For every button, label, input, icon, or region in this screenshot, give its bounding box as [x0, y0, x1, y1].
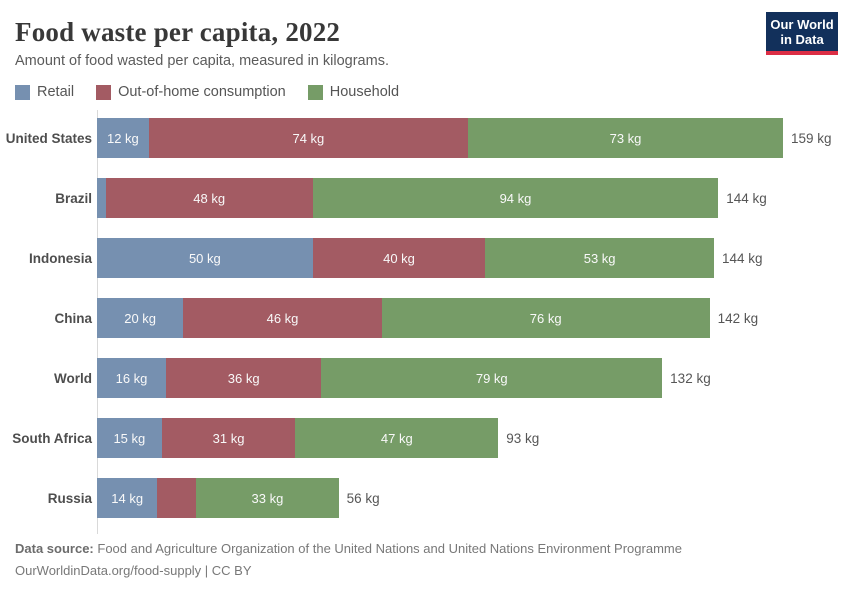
bar-segment-household[interactable]: 94 kg	[312, 178, 719, 218]
bar-segment-value: 48 kg	[193, 190, 226, 206]
bar-segment-value: 79 kg	[475, 370, 508, 386]
legend: Retail Out-of-home consumption Household	[15, 84, 399, 100]
owid-logo: Our World in Data	[766, 12, 838, 55]
bar-segment-value: 40 kg	[383, 250, 415, 266]
bar-segment-retail[interactable]: 20 kg	[97, 298, 184, 338]
bar-segment-value: 76 kg	[529, 310, 562, 326]
bar-segment-out-of-home-consumption[interactable]: 40 kg	[312, 238, 486, 278]
bar-segment-household[interactable]: 79 kg	[321, 358, 663, 398]
bar-segment-value: 94 kg	[499, 190, 532, 206]
bar-segment-out-of-home-consumption[interactable]	[157, 478, 197, 518]
chart-row-russia: Russia 14 kg 33 kg 56 kg	[0, 468, 850, 528]
bar-segment-household[interactable]: 73 kg	[468, 118, 783, 158]
bar-brazil: 48 kg 94 kg	[97, 178, 719, 218]
bar-china: 20 kg 46 kg 76 kg	[97, 298, 710, 338]
entity-label-united-states[interactable]: United States	[5, 130, 92, 146]
bar-segment-out-of-home-consumption[interactable]: 31 kg	[161, 418, 296, 458]
bar-segment-retail[interactable]: 16 kg	[97, 358, 167, 398]
bar-segment-value: 36 kg	[227, 370, 260, 386]
bar-total-label: 132 kg	[670, 370, 711, 386]
bar-segment-household[interactable]: 47 kg	[295, 418, 499, 458]
data-source-line: Data source: Food and Agriculture Organi…	[15, 538, 835, 560]
legend-swatch-retail	[15, 84, 30, 100]
page-title: Food waste per capita, 2022	[15, 17, 341, 47]
legend-item-out-of-home-consumption[interactable]: Out-of-home consumption	[96, 84, 286, 100]
legend-swatch-household	[307, 84, 323, 100]
legend-swatch-out-of-home-consumption	[96, 84, 112, 100]
bar-segment-value: 20 kg	[124, 310, 157, 326]
bar-total-label: 144 kg	[721, 250, 763, 266]
chart-row-indonesia: Indonesia 50 kg 40 kg 53 kg 144 kg	[0, 228, 850, 288]
bar-segment-out-of-home-consumption[interactable]: 74 kg	[148, 118, 469, 158]
bar-indonesia: 50 kg 40 kg 53 kg	[97, 238, 714, 278]
chart-header: Food waste per capita, 2022 Amount of fo…	[0, 0, 850, 80]
bar-russia: 14 kg 33 kg	[97, 478, 339, 518]
bar-segment-out-of-home-consumption[interactable]: 48 kg	[105, 178, 313, 218]
bar-segment-retail[interactable]: 15 kg	[97, 418, 162, 458]
bar-segment-value: 50 kg	[188, 250, 221, 266]
entity-label-south-africa[interactable]: South Africa	[12, 430, 92, 446]
page-subtitle: Amount of food wasted per capita, measur…	[15, 53, 389, 69]
entity-label-china[interactable]: China	[54, 310, 92, 326]
bar-segment-value: 46 kg	[266, 310, 299, 326]
entity-label-brazil[interactable]: Brazil	[55, 190, 92, 206]
legend-label-out-of-home-consumption: Out-of-home consumption	[118, 84, 286, 100]
data-source-label: Data source:	[15, 541, 94, 556]
citation-line: OurWorldinData.org/food-supply | CC BY	[15, 563, 252, 578]
bar-total-label: 142 kg	[717, 310, 759, 326]
bar-segment-value: 14 kg	[111, 490, 144, 506]
bar-segment-retail[interactable]: 14 kg	[97, 478, 158, 518]
legend-item-household[interactable]: Household	[307, 84, 400, 100]
bar-segment-household[interactable]: 76 kg	[381, 298, 710, 338]
bar-segment-value: 74 kg	[292, 130, 325, 146]
bar-united-states: 12 kg 74 kg 73 kg	[97, 118, 783, 158]
chart-row-brazil: Brazil 48 kg 94 kg 144 kg	[0, 168, 850, 228]
bar-segment-household[interactable]: 53 kg	[485, 238, 714, 278]
bar-segment-value: 16 kg	[115, 370, 148, 386]
chart-row-south-africa: South Africa 15 kg 31 kg 47 kg 93 kg	[0, 408, 850, 468]
chart-row-world: World 16 kg 36 kg 79 kg 132 kg	[0, 348, 850, 408]
bar-segment-value: 53 kg	[583, 250, 616, 266]
legend-label-household: Household	[329, 84, 400, 100]
data-source-text: Food and Agriculture Organization of the…	[97, 541, 682, 556]
bar-segment-value: 33 kg	[251, 490, 284, 506]
bar-south-africa: 15 kg 31 kg 47 kg	[97, 418, 499, 458]
bar-segment-value: 15 kg	[113, 430, 146, 446]
entity-label-russia[interactable]: Russia	[47, 490, 92, 506]
owid-logo-line1: Our World	[770, 17, 834, 32]
chart-row-china: China 20 kg 46 kg 76 kg 142 kg	[0, 288, 850, 348]
bar-segment-out-of-home-consumption[interactable]: 36 kg	[166, 358, 322, 398]
entity-label-world[interactable]: World	[54, 370, 92, 386]
bar-segment-value: 47 kg	[380, 430, 413, 446]
bar-segment-value: 31 kg	[212, 430, 245, 446]
bar-total-label: 93 kg	[506, 430, 540, 446]
chart-footer: Data source: Food and Agriculture Organi…	[15, 538, 835, 582]
legend-item-retail[interactable]: Retail	[15, 84, 74, 100]
bar-segment-retail[interactable]	[97, 178, 106, 218]
bar-segment-retail[interactable]: 50 kg	[97, 238, 313, 278]
chart-row-united-states: United States 12 kg 74 kg 73 kg 159 kg	[0, 108, 850, 168]
chart-area: United States 12 kg 74 kg 73 kg 159 kg Brazil…	[0, 108, 850, 534]
owid-logo-line2: in Data	[780, 32, 824, 47]
bar-segment-value: 73 kg	[609, 130, 642, 146]
bar-segment-retail[interactable]: 12 kg	[97, 118, 149, 158]
bar-total-label: 159 kg	[790, 130, 832, 146]
bar-segment-value: 12 kg	[106, 130, 139, 146]
bar-segment-household[interactable]: 33 kg	[196, 478, 339, 518]
legend-label-retail: Retail	[37, 84, 75, 100]
bar-segment-out-of-home-consumption[interactable]: 46 kg	[183, 298, 382, 338]
bar-total-label: 144 kg	[726, 190, 767, 206]
bar-total-label: 56 kg	[346, 490, 380, 506]
entity-label-indonesia[interactable]: Indonesia	[28, 250, 92, 266]
bar-world: 16 kg 36 kg 79 kg	[97, 358, 663, 398]
